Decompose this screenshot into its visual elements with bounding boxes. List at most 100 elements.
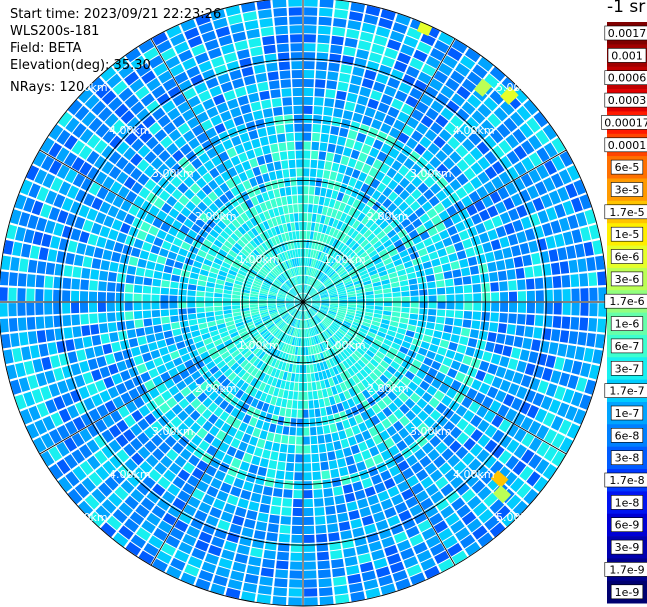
ring-label: 4.00km [453, 124, 495, 137]
ray [40, 303, 302, 467]
azimuth-spoke [302, 38, 456, 303]
ray [304, 77, 517, 301]
instrument-id: WLS200s-181 [10, 24, 100, 39]
ray [305, 302, 603, 364]
ring-label: 3.00km [152, 425, 194, 438]
colorbar-label: 3e-8 [615, 452, 640, 465]
ring-label: 1.00km [324, 253, 366, 266]
ring-label: 5.00km [66, 81, 108, 94]
colorbar-label-box [607, 48, 647, 63]
colorbar-level: 1e-6 [607, 312, 647, 336]
colorbar-label-box [610, 249, 644, 264]
hotspot [500, 86, 519, 105]
ring-label: 3.00km [410, 425, 452, 438]
ray [78, 303, 302, 516]
ray [303, 303, 454, 572]
ray [304, 39, 468, 301]
colorbar-label-box [610, 517, 644, 533]
colorbar-label: 6e-9 [615, 519, 640, 532]
ray [125, 48, 302, 301]
colorbar-level: 1e-7 [607, 402, 647, 425]
ray [272, 304, 303, 605]
ray [304, 302, 580, 439]
ray [304, 224, 600, 302]
colorbar-label-box [604, 25, 647, 41]
azimuth-spoke [150, 301, 304, 566]
ray [3, 240, 301, 302]
colorbar-label-box [610, 338, 644, 354]
colorbar-level: 6e-6 [607, 245, 647, 269]
plot-info: Start time: 2023/09/21 22:23:26 WLS200s-… [10, 6, 221, 96]
colorbar-label: 6e-6 [615, 251, 640, 264]
colorbar-level: 1e-8 [607, 491, 647, 515]
ray [10, 209, 302, 302]
ray [304, 303, 506, 538]
colorbar-label: 3e-9 [615, 541, 640, 554]
colorbar-label: 1.7e-5 [609, 206, 644, 219]
ppi-data [0, 0, 607, 606]
ray [304, 179, 586, 302]
ray [256, 304, 303, 604]
ray [195, 13, 303, 301]
ray [288, 0, 303, 300]
colorbar-label-box [610, 271, 644, 287]
colorbar-level: 6e-8 [607, 424, 647, 447]
ray [304, 137, 566, 301]
colorbar-level: 3e-6 [607, 267, 647, 291]
ray [0, 271, 301, 302]
ray [305, 255, 605, 302]
ray [152, 303, 303, 572]
ray [180, 19, 303, 301]
ray [303, 304, 334, 605]
colorbar-level: 3e-9 [607, 536, 647, 559]
ray [89, 77, 302, 301]
ray [20, 302, 302, 425]
ray [33, 151, 302, 302]
colorbar-level: 6e-9 [607, 513, 647, 537]
ring-label: 1.00km [238, 253, 280, 266]
ray [241, 304, 303, 602]
ray [20, 179, 302, 302]
hotspot [473, 78, 492, 97]
ray [303, 5, 381, 301]
colorbar-label: 6e-7 [615, 340, 640, 353]
colorbar-label: 1.7e-7 [609, 385, 644, 398]
ring-label: 5.00km [496, 81, 538, 94]
colorbar-label-box [604, 293, 647, 309]
range-ring [59, 58, 547, 546]
colorbar-label-box [601, 115, 647, 130]
ray [303, 303, 396, 595]
ring-label: 2.00km [367, 210, 409, 223]
ray [6, 224, 302, 302]
ray [303, 303, 440, 579]
ray [304, 302, 586, 425]
range-ring [180, 179, 426, 425]
colorbar-level: 3e-5 [607, 178, 647, 202]
ray [304, 302, 592, 410]
ray [305, 302, 606, 333]
ray [241, 2, 303, 300]
ray [305, 287, 607, 302]
colorbar-label: 6e-5 [615, 161, 640, 174]
ray [100, 66, 302, 301]
colorbar-level: 0.0001 [604, 133, 647, 157]
ray [303, 304, 318, 606]
colorbar-label: 1e-8 [615, 496, 640, 509]
ray [304, 209, 596, 302]
colorbar-label-box [604, 137, 647, 153]
ring-label: 2.00km [367, 382, 409, 395]
azimuth-spoke [302, 149, 567, 303]
ring-label: 4.00km [453, 468, 495, 481]
ray [304, 194, 592, 302]
ray [210, 303, 303, 595]
ray [304, 48, 481, 301]
ray [304, 57, 494, 301]
ring-label: 1.00km [238, 339, 280, 352]
ray [112, 57, 302, 301]
ray [304, 302, 596, 395]
ray [303, 303, 426, 585]
ray [6, 302, 302, 380]
colorbar-label-box [604, 92, 647, 108]
colorbar-label: 0.00017 [604, 116, 647, 129]
ray [210, 9, 303, 301]
